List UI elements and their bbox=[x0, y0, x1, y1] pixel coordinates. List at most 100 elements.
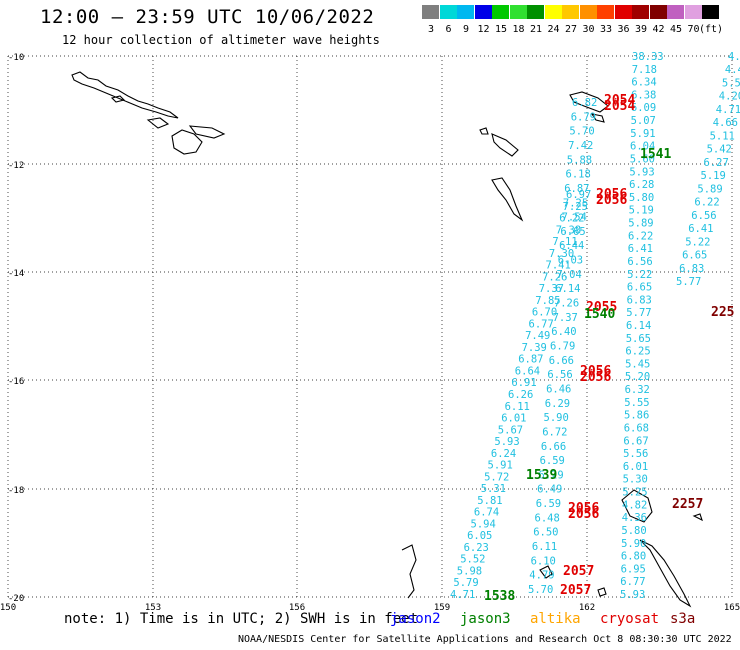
map-subtitle: 12 hour collection of altimeter wave hei… bbox=[62, 33, 380, 47]
track-c-value: 5.60 bbox=[630, 154, 655, 166]
track-b-value: 5.70 bbox=[569, 126, 594, 138]
colorbar-label: 12 bbox=[477, 24, 490, 35]
track-a-value: 5.93 bbox=[494, 436, 519, 448]
coastline-guadalcanal bbox=[171, 129, 203, 155]
track-a-value: 7.85 bbox=[535, 295, 560, 307]
track-b-value: 6.79 bbox=[571, 111, 596, 123]
track-b-value: 4.79 bbox=[529, 570, 554, 582]
track-b-value: 7.04 bbox=[557, 269, 582, 281]
track-b-value: 6.59 bbox=[536, 498, 561, 510]
coastlines bbox=[71, 71, 703, 608]
colorbar-swatch bbox=[632, 5, 649, 19]
colorbar-label: 24 bbox=[547, 24, 560, 35]
track-c-value: 38.33 bbox=[632, 51, 664, 63]
track-c-value: 6.32 bbox=[625, 384, 650, 396]
colorbar-label: 15 bbox=[494, 24, 508, 35]
pass-time-label: 2054 bbox=[604, 93, 635, 108]
track-a-value: 6.77 bbox=[529, 318, 554, 330]
lon-label: 165 bbox=[724, 603, 740, 613]
track-c-value: 6.41 bbox=[628, 243, 653, 255]
track-c-value: 5.80 bbox=[629, 192, 654, 204]
pass-time-label: 2056 bbox=[580, 364, 611, 379]
track-c-value: 6.25 bbox=[625, 346, 650, 358]
colorbar-label: 18 bbox=[512, 24, 525, 35]
track-c-value: 6.22 bbox=[628, 230, 653, 242]
footnote: note: 1) Time is in UTC; 2) SWH is in fe… bbox=[64, 611, 419, 627]
colorbar-swatch bbox=[614, 5, 632, 19]
colorbar-label: 39 bbox=[634, 24, 648, 35]
track-c-value: 7.18 bbox=[632, 64, 657, 76]
track-b-value: 6.18 bbox=[566, 169, 591, 181]
colorbar-swatch bbox=[509, 5, 527, 19]
coastline-solomon-islands bbox=[71, 71, 179, 119]
colorbar-swatch bbox=[649, 5, 667, 19]
pass-time-label: 2057 bbox=[563, 564, 594, 579]
track-d-value: 5.77 bbox=[676, 276, 701, 288]
legend-s3a: s3a bbox=[670, 611, 696, 627]
track-c-value: 4.82 bbox=[622, 499, 647, 511]
lon-label: 156 bbox=[289, 603, 305, 613]
coastline-isle-a bbox=[146, 117, 170, 129]
track-c-value: 5.25 bbox=[622, 487, 647, 499]
colorbar-swatch bbox=[684, 5, 702, 19]
credit-line: NOAA/NESDIS Center for Satellite Applica… bbox=[238, 634, 732, 645]
coastline-rennell bbox=[479, 127, 489, 135]
coastline-loyalty bbox=[639, 539, 692, 608]
pass-time-label: 2057 bbox=[560, 583, 591, 598]
track-a-value: 6.97 bbox=[566, 189, 591, 201]
track-d-value: 6.83 bbox=[679, 263, 704, 275]
coastline-new-caledonia bbox=[621, 489, 653, 523]
track-d-value: 6.27 bbox=[704, 157, 729, 169]
coastline-santa-cruz bbox=[491, 133, 519, 157]
lat-label: -20 bbox=[8, 594, 24, 604]
track-c-value: 6.34 bbox=[631, 77, 656, 89]
coastline-qld-east bbox=[401, 544, 417, 599]
pass-time-label: 225 bbox=[711, 305, 734, 320]
track-c-value: 5.77 bbox=[626, 307, 651, 319]
track-c-value: 6.28 bbox=[629, 179, 654, 191]
colorbar-swatch bbox=[492, 5, 509, 19]
track-b-value: 6.03 bbox=[558, 255, 583, 267]
lon-label: 153 bbox=[145, 603, 161, 613]
track-a-value: 5.31 bbox=[481, 483, 506, 495]
lon-label: 150 bbox=[0, 603, 16, 613]
lat-label: -18 bbox=[8, 486, 24, 496]
track-d-value: 4.71 bbox=[716, 104, 740, 116]
track-c-value: 5.22 bbox=[627, 269, 652, 281]
track-c-value: 6.38 bbox=[631, 89, 656, 101]
colorbar-swatch bbox=[562, 5, 579, 19]
track-a-value: 7.41 bbox=[546, 260, 571, 272]
track-a-value: 5.79 bbox=[453, 577, 478, 589]
pass-time-label: 2056 bbox=[580, 370, 611, 385]
map-title: 12:00 – 23:59 UTC 10/06/2022 bbox=[40, 6, 375, 28]
track-b-value: 6.44 bbox=[559, 240, 584, 252]
track-d-value: 4.66 bbox=[713, 117, 738, 129]
track-c-value: 5.20 bbox=[625, 371, 650, 383]
track-c-value: 4.36 bbox=[622, 512, 647, 524]
map-grid bbox=[7, 55, 733, 598]
track-d-value: 5.5 bbox=[722, 78, 740, 90]
track-c-value: 6.95 bbox=[621, 563, 646, 575]
track-d-value: 5.11 bbox=[710, 130, 735, 142]
track-b-value: 6.50 bbox=[533, 527, 558, 539]
track-a-value: 5.72 bbox=[484, 471, 509, 483]
track-b-value: 7.42 bbox=[568, 140, 593, 152]
track-a-value: 6.70 bbox=[532, 307, 557, 319]
track-a-value: 5.52 bbox=[460, 554, 485, 566]
track-b-value: 6.66 bbox=[549, 355, 574, 367]
track-b-value: 6.87 bbox=[564, 183, 589, 195]
track-b-value: 7.25 bbox=[563, 197, 588, 209]
track-b-value: 6.40 bbox=[551, 326, 576, 338]
track-a-value: 7.49 bbox=[525, 330, 550, 342]
track-c-value: 5.19 bbox=[629, 205, 654, 217]
track-d-value: 5.19 bbox=[701, 170, 726, 182]
track-a-value: 6.64 bbox=[515, 366, 540, 378]
track-a-value: 6.23 bbox=[464, 542, 489, 554]
track-b-value: 6.10 bbox=[531, 555, 556, 567]
lon-label: 159 bbox=[434, 603, 450, 613]
track-d-value: 5.42 bbox=[707, 144, 732, 156]
legend-jason3: jason3 bbox=[460, 611, 511, 627]
track-c-value: 5.90 bbox=[621, 538, 646, 550]
track-a-value: 6.87 bbox=[518, 354, 543, 366]
